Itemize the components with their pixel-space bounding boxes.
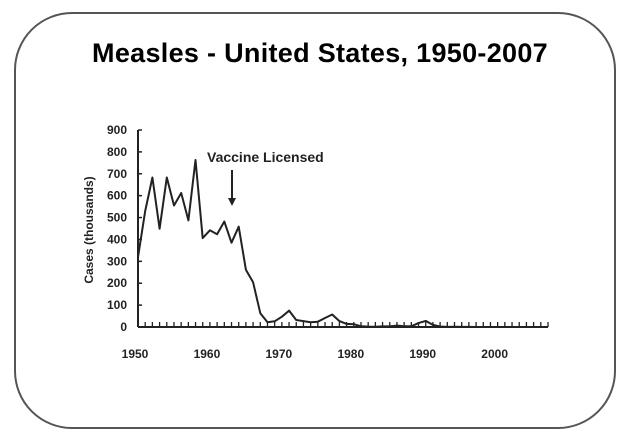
y-tick-label: 100 <box>107 298 127 312</box>
y-tick-label: 200 <box>107 276 127 290</box>
x-tick-label: 1960 <box>194 347 221 361</box>
data-line <box>137 159 548 328</box>
x-tick-label: 1990 <box>409 347 436 361</box>
x-tick-label: 1980 <box>337 347 364 361</box>
chart-title: Measles - United States, 1950-2007 <box>92 38 548 68</box>
y-tick-label: 500 <box>107 211 127 225</box>
slide-frame <box>14 12 616 429</box>
y-tick-label: 300 <box>107 254 127 268</box>
y-tick-label: 800 <box>107 145 127 159</box>
x-tick-label: 1970 <box>266 347 293 361</box>
x-tick-label: 2000 <box>481 347 508 361</box>
x-tick-label: 1950 <box>122 347 149 361</box>
y-tick-label: 900 <box>107 123 127 137</box>
arrowhead-icon <box>228 198 236 206</box>
annotation-label: Vaccine Licensed <box>207 149 324 165</box>
y-tick-label: 0 <box>120 320 127 334</box>
y-axis-label: Cases (thousands) <box>82 176 96 283</box>
y-tick-label: 700 <box>107 167 127 181</box>
y-tick-label: 600 <box>107 189 127 203</box>
vaccine-annotation: Vaccine Licensed <box>207 149 324 206</box>
y-axis: 0 100 200 300 400 500 600 700 800 900 <box>107 123 142 334</box>
y-tick-label: 400 <box>107 232 127 246</box>
